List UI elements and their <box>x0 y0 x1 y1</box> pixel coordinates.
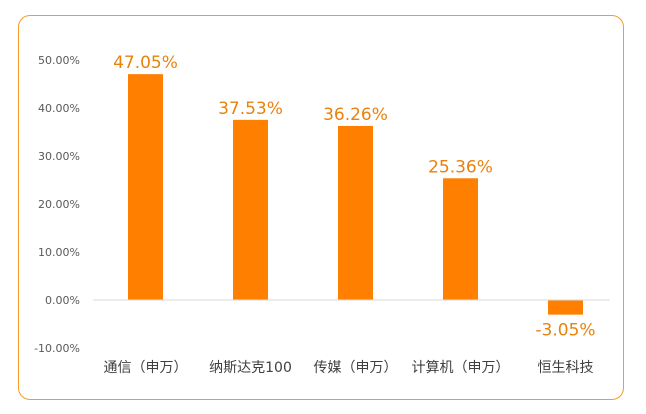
y-tick-label: -10.00% <box>34 342 80 355</box>
bar <box>233 119 268 300</box>
y-tick-label: 10.00% <box>38 246 80 259</box>
data-label: 47.05% <box>113 53 178 73</box>
category-label: 纳斯达克100 <box>209 360 292 376</box>
category-label: 计算机（申万） <box>412 360 510 376</box>
bar <box>548 300 583 315</box>
category-label: 传媒（申万） <box>314 360 398 376</box>
y-tick-label: 30.00% <box>38 150 80 163</box>
category-label: 通信（申万） <box>104 360 188 376</box>
bar <box>443 178 478 300</box>
data-label: 36.26% <box>323 105 388 125</box>
bar <box>338 125 373 301</box>
y-tick-label: 50.00% <box>38 54 80 67</box>
data-label: 37.53% <box>218 99 283 119</box>
data-label: -3.05% <box>535 321 595 341</box>
bar <box>128 74 163 300</box>
chart-frame <box>18 15 624 400</box>
y-tick-label: 40.00% <box>38 102 80 115</box>
y-tick-label: 0.00% <box>45 294 80 307</box>
y-tick-label: 20.00% <box>38 198 80 211</box>
category-label: 恒生科技 <box>538 360 594 376</box>
data-label: 25.36% <box>428 157 493 177</box>
